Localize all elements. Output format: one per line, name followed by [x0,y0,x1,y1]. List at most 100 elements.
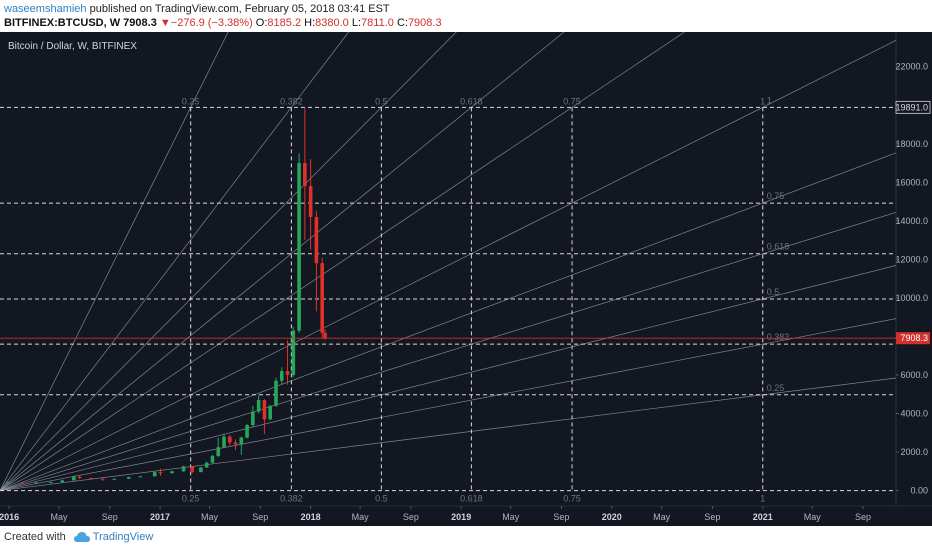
y-tick-label-1: 2000.0 [900,447,928,457]
cloud-icon [73,531,90,542]
chart-title: Bitcoin / Dollar, W, BITFINEX [8,41,137,52]
x-tick-label-17: Sep [855,512,871,522]
candle-body-17 [199,467,203,473]
candles [5,107,327,484]
fib-price-label-1: 0.25 [767,383,785,393]
candle-body-34 [297,163,301,331]
high-label: H: [304,17,316,29]
tradingview-brand: TradingView [92,531,154,543]
candle-body-37 [314,216,319,264]
candle-body-19 [210,455,215,463]
candle-body-18 [204,462,209,468]
fan-line-time-4 [0,32,565,491]
publish-line: waseemshamieh published on TradingView.c… [4,3,390,15]
candle-body-8 [100,478,105,480]
candle-body-25 [245,425,249,438]
low-value: 7811.0 [361,17,394,29]
x-tick-label-11: Sep [553,512,569,522]
candle-body-5 [72,476,76,481]
last-price-badge-text: 7908.3 [900,333,928,343]
candle-body-11 [138,476,143,478]
x-tick-label-4: May [201,512,219,522]
y-tick-label-7: 14000.0 [895,216,928,226]
x-tick-label-15: 2021 [753,512,773,522]
symbol-line: BITFINEX:BTCUSD, W 7908.3 ▼−276.9 (−3.38… [4,17,442,29]
candle-body-14 [170,471,174,474]
candle-body-28 [262,400,267,420]
symbol-label: BITFINEX:BTCUSD, W [4,17,121,29]
close-label: C: [396,17,408,29]
x-tick-label-10: May [502,512,520,522]
fan-line-price-1 [0,377,897,491]
candle-body-38 [320,263,324,333]
fib-time-bottom-label-4: 0.618 [460,494,483,504]
x-tick-label-9: 2019 [451,512,471,522]
candle-body-22 [227,436,232,443]
author-link[interactable]: waseemshamieh [4,3,87,15]
down-arrow-icon: ▼ [159,17,171,29]
y-tick-label-2: 4000.0 [900,409,928,419]
x-tick-label-7: May [352,512,370,522]
y-tick-label-0: 0.00 [910,486,928,496]
x-tick-label-1: May [50,512,68,522]
candle-body-10 [126,477,131,479]
candle-body-23 [233,442,238,445]
fan-line-time-3 [0,32,457,491]
x-tick-label-5: Sep [252,512,268,522]
x-tick-label-6: 2018 [301,512,321,522]
high-price-badge [895,100,931,114]
candle-body-3 [48,482,53,484]
candle-body-33 [291,330,296,375]
fan-line-time-5 [0,32,685,491]
candle-body-30 [274,380,278,406]
fib-price-label-6: 1 [767,95,772,105]
fan-line-price-6 [0,40,897,491]
x-tick-label-16: May [804,512,822,522]
candle-body-27 [256,400,261,412]
candle-body-6 [77,476,82,479]
footer: Created with TradingView [4,531,153,543]
y-tick-label-3: 6000.0 [900,370,928,380]
fib-price-label-5: 0.75 [767,191,785,201]
fan-line-price-2 [0,318,897,491]
candle-body-1 [20,482,24,484]
fan-line-price-3 [0,265,897,491]
candle-body-9 [112,478,117,480]
x-tick-label-8: Sep [403,512,419,522]
candle-body-13 [158,472,163,474]
fib-time-top-label-5: 0.75 [563,96,581,106]
candle-body-24 [239,437,244,445]
open-value: 8185.2 [267,17,302,29]
candle-body-35 [303,163,307,187]
tradingview-logo[interactable]: TradingView [73,531,154,543]
candle-body-26 [251,411,255,426]
fib-time-bottom-label-6: 1 [760,494,765,504]
last-price-badge [896,332,930,345]
fib-time-top-label-2: 0.382 [280,96,303,106]
fib-time-bottom-label-1: 0.25 [182,494,200,504]
high-price-badge-text: 19891.0 [895,102,928,112]
candle-body-39 [323,332,327,339]
candle-body-16 [190,466,195,473]
x-tick-label-2: Sep [102,512,118,522]
y-tick-label-11: 22000.0 [895,62,928,72]
candle-body-4 [60,480,65,483]
candle-body-31 [279,371,284,381]
axes: 0.002000.04000.06000.08000.010000.012000… [0,62,931,522]
y-tick-label-5: 10000.0 [895,293,928,303]
created-with-text: Created with [4,531,66,543]
fib-time-top-label-1: 0.25 [182,96,200,106]
x-tick-label-0: 2016 [0,512,19,522]
candle-body-20 [216,447,221,456]
candle-body-0 [5,482,10,484]
x-tick-label-3: 2017 [150,512,170,522]
plot-background [0,32,932,526]
fib-time-bottom-label-2: 0.382 [280,494,303,504]
x-tick-label-12: 2020 [602,512,622,522]
price-chart[interactable]: 0.25 0.25 0.25 0.382 0.382 0.382 0.5 0.5 0.5 0.61… [0,32,932,526]
candle-body-21 [222,436,226,448]
fib-time-bottom-label-3: 0.5 [375,494,388,504]
candle-body-29 [268,405,273,420]
candle-body-15 [181,466,186,472]
fib-price-label-3: 0.5 [767,287,780,297]
